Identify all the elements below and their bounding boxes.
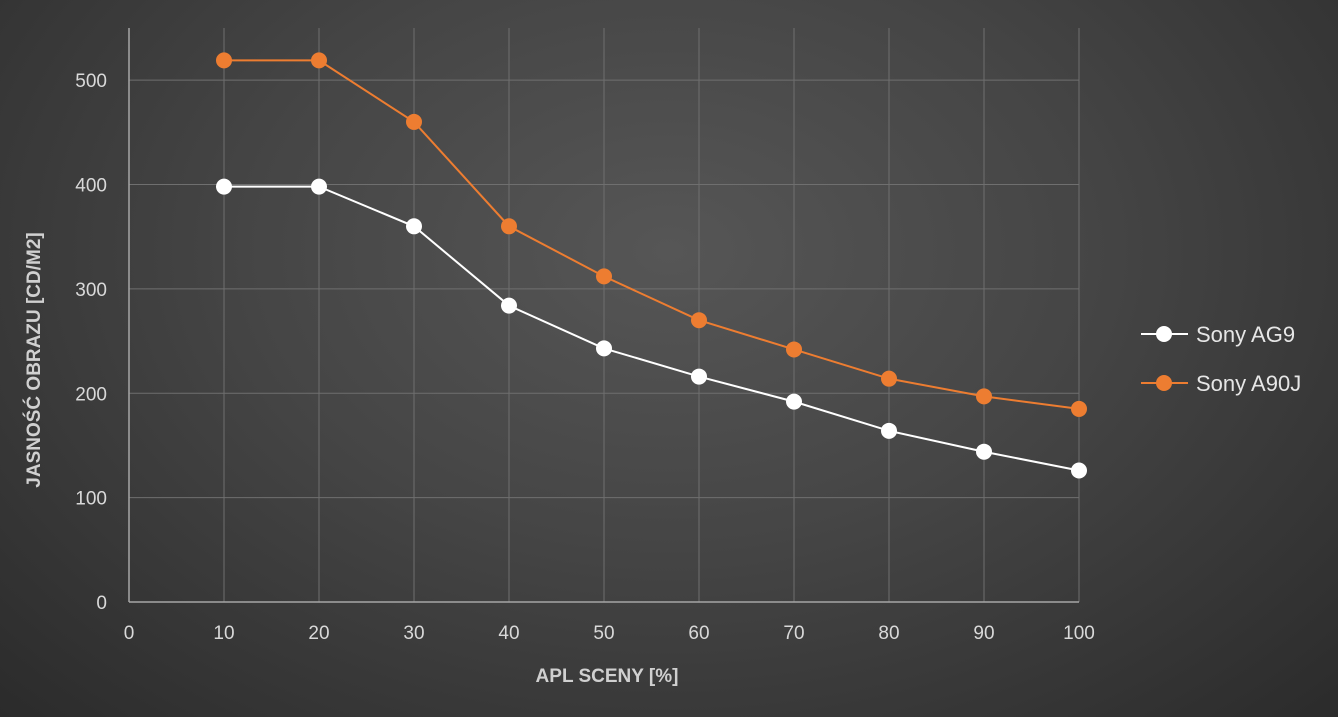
series-line <box>224 59 1080 410</box>
data-point <box>596 268 612 285</box>
y-tick-label: 0 <box>96 593 107 614</box>
data-point <box>1071 462 1087 479</box>
series-line <box>224 185 1080 472</box>
x-tick-label: 0 <box>124 623 135 644</box>
data-point <box>596 340 612 357</box>
grid-lines <box>129 28 1080 602</box>
x-tick-label: 70 <box>783 623 804 644</box>
data-point <box>691 368 707 385</box>
data-point <box>311 178 327 195</box>
y-tick-label: 200 <box>75 384 107 405</box>
y-tick-label: 500 <box>75 71 107 92</box>
data-point <box>406 113 422 130</box>
axes <box>128 28 1079 603</box>
x-tick-label: 20 <box>308 623 329 644</box>
y-axis-title: JASNOŚĆ OBRAZU [CD/M2] <box>23 232 45 487</box>
data-point <box>216 178 232 195</box>
x-tick-label: 80 <box>878 623 899 644</box>
data-point <box>881 422 897 439</box>
data-point <box>216 52 232 69</box>
data-point <box>501 218 517 235</box>
data-point <box>311 52 327 69</box>
y-tick-label: 100 <box>75 489 107 510</box>
data-point <box>691 312 707 329</box>
y-tick-labels: 0 100 200 300 400 500 <box>75 71 107 614</box>
data-point <box>881 370 897 387</box>
x-tick-label: 30 <box>403 623 424 644</box>
data-point <box>786 341 802 358</box>
x-tick-label: 100 <box>1063 623 1095 644</box>
data-point <box>1071 400 1087 417</box>
legend-marker <box>1156 326 1172 342</box>
legend-label: Sony A90J <box>1196 371 1301 396</box>
legend-label: Sony AG9 <box>1196 322 1295 347</box>
y-tick-label: 300 <box>75 280 107 301</box>
legend-marker <box>1156 375 1172 391</box>
x-tick-label: 50 <box>593 623 614 644</box>
data-point <box>976 443 992 460</box>
x-axis-title: APL SCENY [%] <box>536 666 679 687</box>
legend: Sony AG9 Sony A90J <box>1141 322 1301 396</box>
data-point <box>786 393 802 410</box>
x-tick-label: 90 <box>973 623 994 644</box>
y-tick-label: 400 <box>75 176 107 197</box>
data-point <box>406 218 422 235</box>
x-tick-label: 60 <box>688 623 709 644</box>
data-point <box>976 388 992 405</box>
x-tick-label: 40 <box>498 623 519 644</box>
x-tick-label: 10 <box>213 623 234 644</box>
series-group <box>216 52 1087 479</box>
x-tick-labels: 0 10 20 30 40 50 60 70 80 90 100 <box>124 623 1095 644</box>
data-point <box>501 297 517 314</box>
